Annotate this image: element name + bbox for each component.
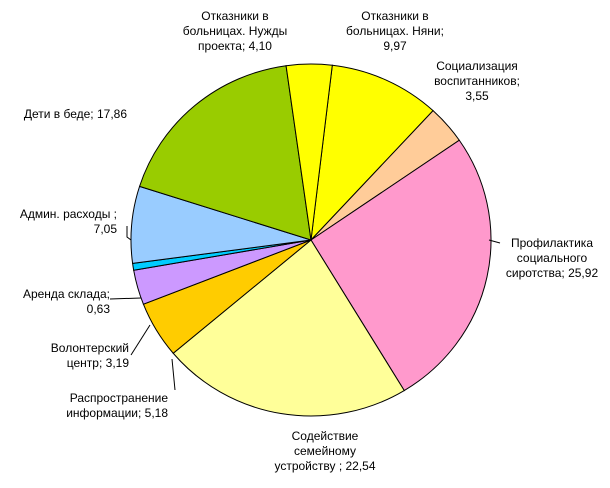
slice-label-line: Дети в беде; 17,86: [24, 107, 127, 121]
pie-slice-1: [310, 64, 434, 242]
slice-label-10: Отказники в больницах. Нужды проекта; 4,10: [183, 9, 288, 53]
slice-label-line: проекта; 4,10: [198, 39, 272, 53]
slice-label-line: Отказники в: [361, 9, 428, 23]
slice-label-line: Отказники в: [201, 9, 268, 23]
slice-label-6: Волонтерский центр; 3,19: [51, 341, 130, 370]
slice-label-line: сиротства; 25,92: [506, 266, 599, 280]
slice-label-line: Содействие: [292, 429, 359, 443]
slice-label-line: 0,63: [87, 302, 111, 316]
slice-label-line: Аренда склада;: [23, 287, 110, 301]
slice-label-line: 7,05: [94, 222, 118, 236]
slice-label-line: Социализация: [436, 59, 518, 73]
slice-label-line: 3,55: [465, 89, 489, 103]
slice-label-7: Аренда склада; 0,63: [23, 287, 110, 316]
slice-label-line: Волонтерский: [51, 341, 129, 355]
slice-label-3: Профилактика социального сиротства; 25,92: [506, 236, 599, 280]
pie-slice-10: [285, 63, 333, 241]
slice-label-line: устройству ; 22,54: [274, 459, 375, 473]
leader-line-8: [126, 226, 132, 241]
pie-slice-3: [310, 139, 492, 392]
slice-label-line: 9,97: [383, 39, 407, 53]
slice-label-line: Распространение: [70, 391, 169, 405]
leader-line-5: [171, 358, 176, 391]
slice-label-5: Распространение информации; 5,18: [66, 391, 168, 420]
slice-label-line: информации; 5,18: [66, 406, 168, 420]
leader-line-6: [130, 324, 151, 356]
slice-label-line: центр; 3,19: [67, 356, 130, 370]
leader-line-3: [488, 239, 501, 244]
slice-label-1: Отказники в больницах. Няни; 9,97: [346, 9, 444, 53]
slice-label-line: больницах. Нужды: [183, 24, 288, 38]
slice-label-4: Содействие семейному устройству ; 22,54: [274, 429, 375, 473]
pie-slice-4: [172, 239, 405, 417]
pie-slice-9: [138, 65, 312, 241]
slice-label-line: воспитанников;: [434, 74, 520, 88]
slice-label-line: социального: [517, 251, 588, 265]
slice-label-line: Админ. расходы ;: [20, 207, 117, 221]
slice-label-line: Профилактика: [511, 236, 593, 250]
leader-line-7: [109, 297, 142, 300]
slice-label-line: больницах. Няни;: [346, 24, 444, 38]
slice-label-9: Дети в беде; 17,86: [24, 107, 127, 121]
slice-label-2: Социализация воспитанников; 3,55: [434, 59, 520, 103]
slice-label-line: семейному: [294, 444, 356, 458]
slice-label-8: Админ. расходы ; 7,05: [20, 207, 117, 236]
